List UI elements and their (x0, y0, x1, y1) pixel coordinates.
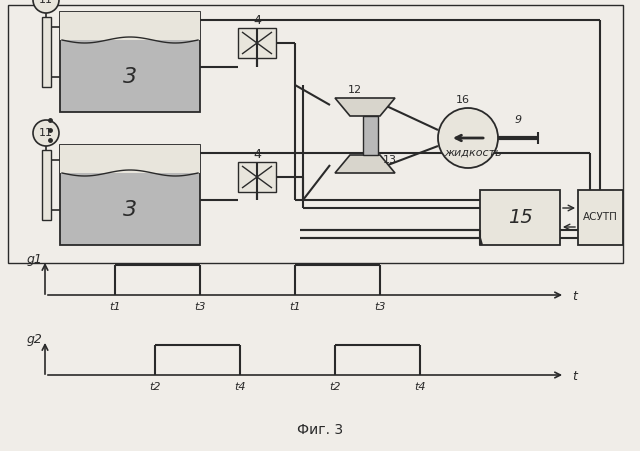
Text: 15: 15 (508, 208, 532, 227)
Text: t2: t2 (329, 382, 340, 392)
Bar (238, 162, 276, 192)
Polygon shape (335, 155, 395, 173)
Text: 13: 13 (383, 155, 397, 165)
Bar (480, 190, 560, 245)
Bar (8, 5, 623, 263)
Text: t3: t3 (195, 302, 205, 312)
Bar (578, 190, 623, 245)
Text: 3: 3 (123, 200, 137, 220)
Bar (60, 145, 200, 173)
Text: t3: t3 (374, 302, 386, 312)
Text: жидкость: жидкость (444, 148, 502, 158)
Text: 4: 4 (253, 14, 261, 27)
Text: 9: 9 (515, 115, 522, 125)
Text: АСУТП: АСУТП (583, 212, 618, 222)
Text: 3: 3 (123, 67, 137, 87)
Text: 4: 4 (253, 147, 261, 161)
Bar (238, 28, 276, 58)
Text: t: t (573, 371, 577, 383)
Text: Фиг. 3: Фиг. 3 (297, 423, 343, 437)
Text: t2: t2 (149, 382, 161, 392)
Text: g1: g1 (27, 253, 43, 267)
Circle shape (33, 0, 59, 13)
Text: g2: g2 (27, 333, 43, 346)
Text: t: t (573, 290, 577, 304)
Bar (42, 17, 51, 87)
Text: 16: 16 (456, 95, 470, 105)
Bar (363, 116, 378, 155)
Circle shape (438, 108, 498, 168)
Bar (42, 150, 51, 220)
Polygon shape (335, 98, 395, 116)
Bar (60, 12, 200, 112)
Text: 11: 11 (39, 0, 53, 5)
Text: 12: 12 (348, 85, 362, 95)
Text: t1: t1 (109, 302, 121, 312)
Text: t4: t4 (234, 382, 246, 392)
Text: t1: t1 (289, 302, 301, 312)
Bar (60, 145, 200, 245)
Bar (60, 12, 200, 40)
Circle shape (33, 120, 59, 146)
Text: t4: t4 (414, 382, 426, 392)
Text: 11: 11 (39, 128, 53, 138)
